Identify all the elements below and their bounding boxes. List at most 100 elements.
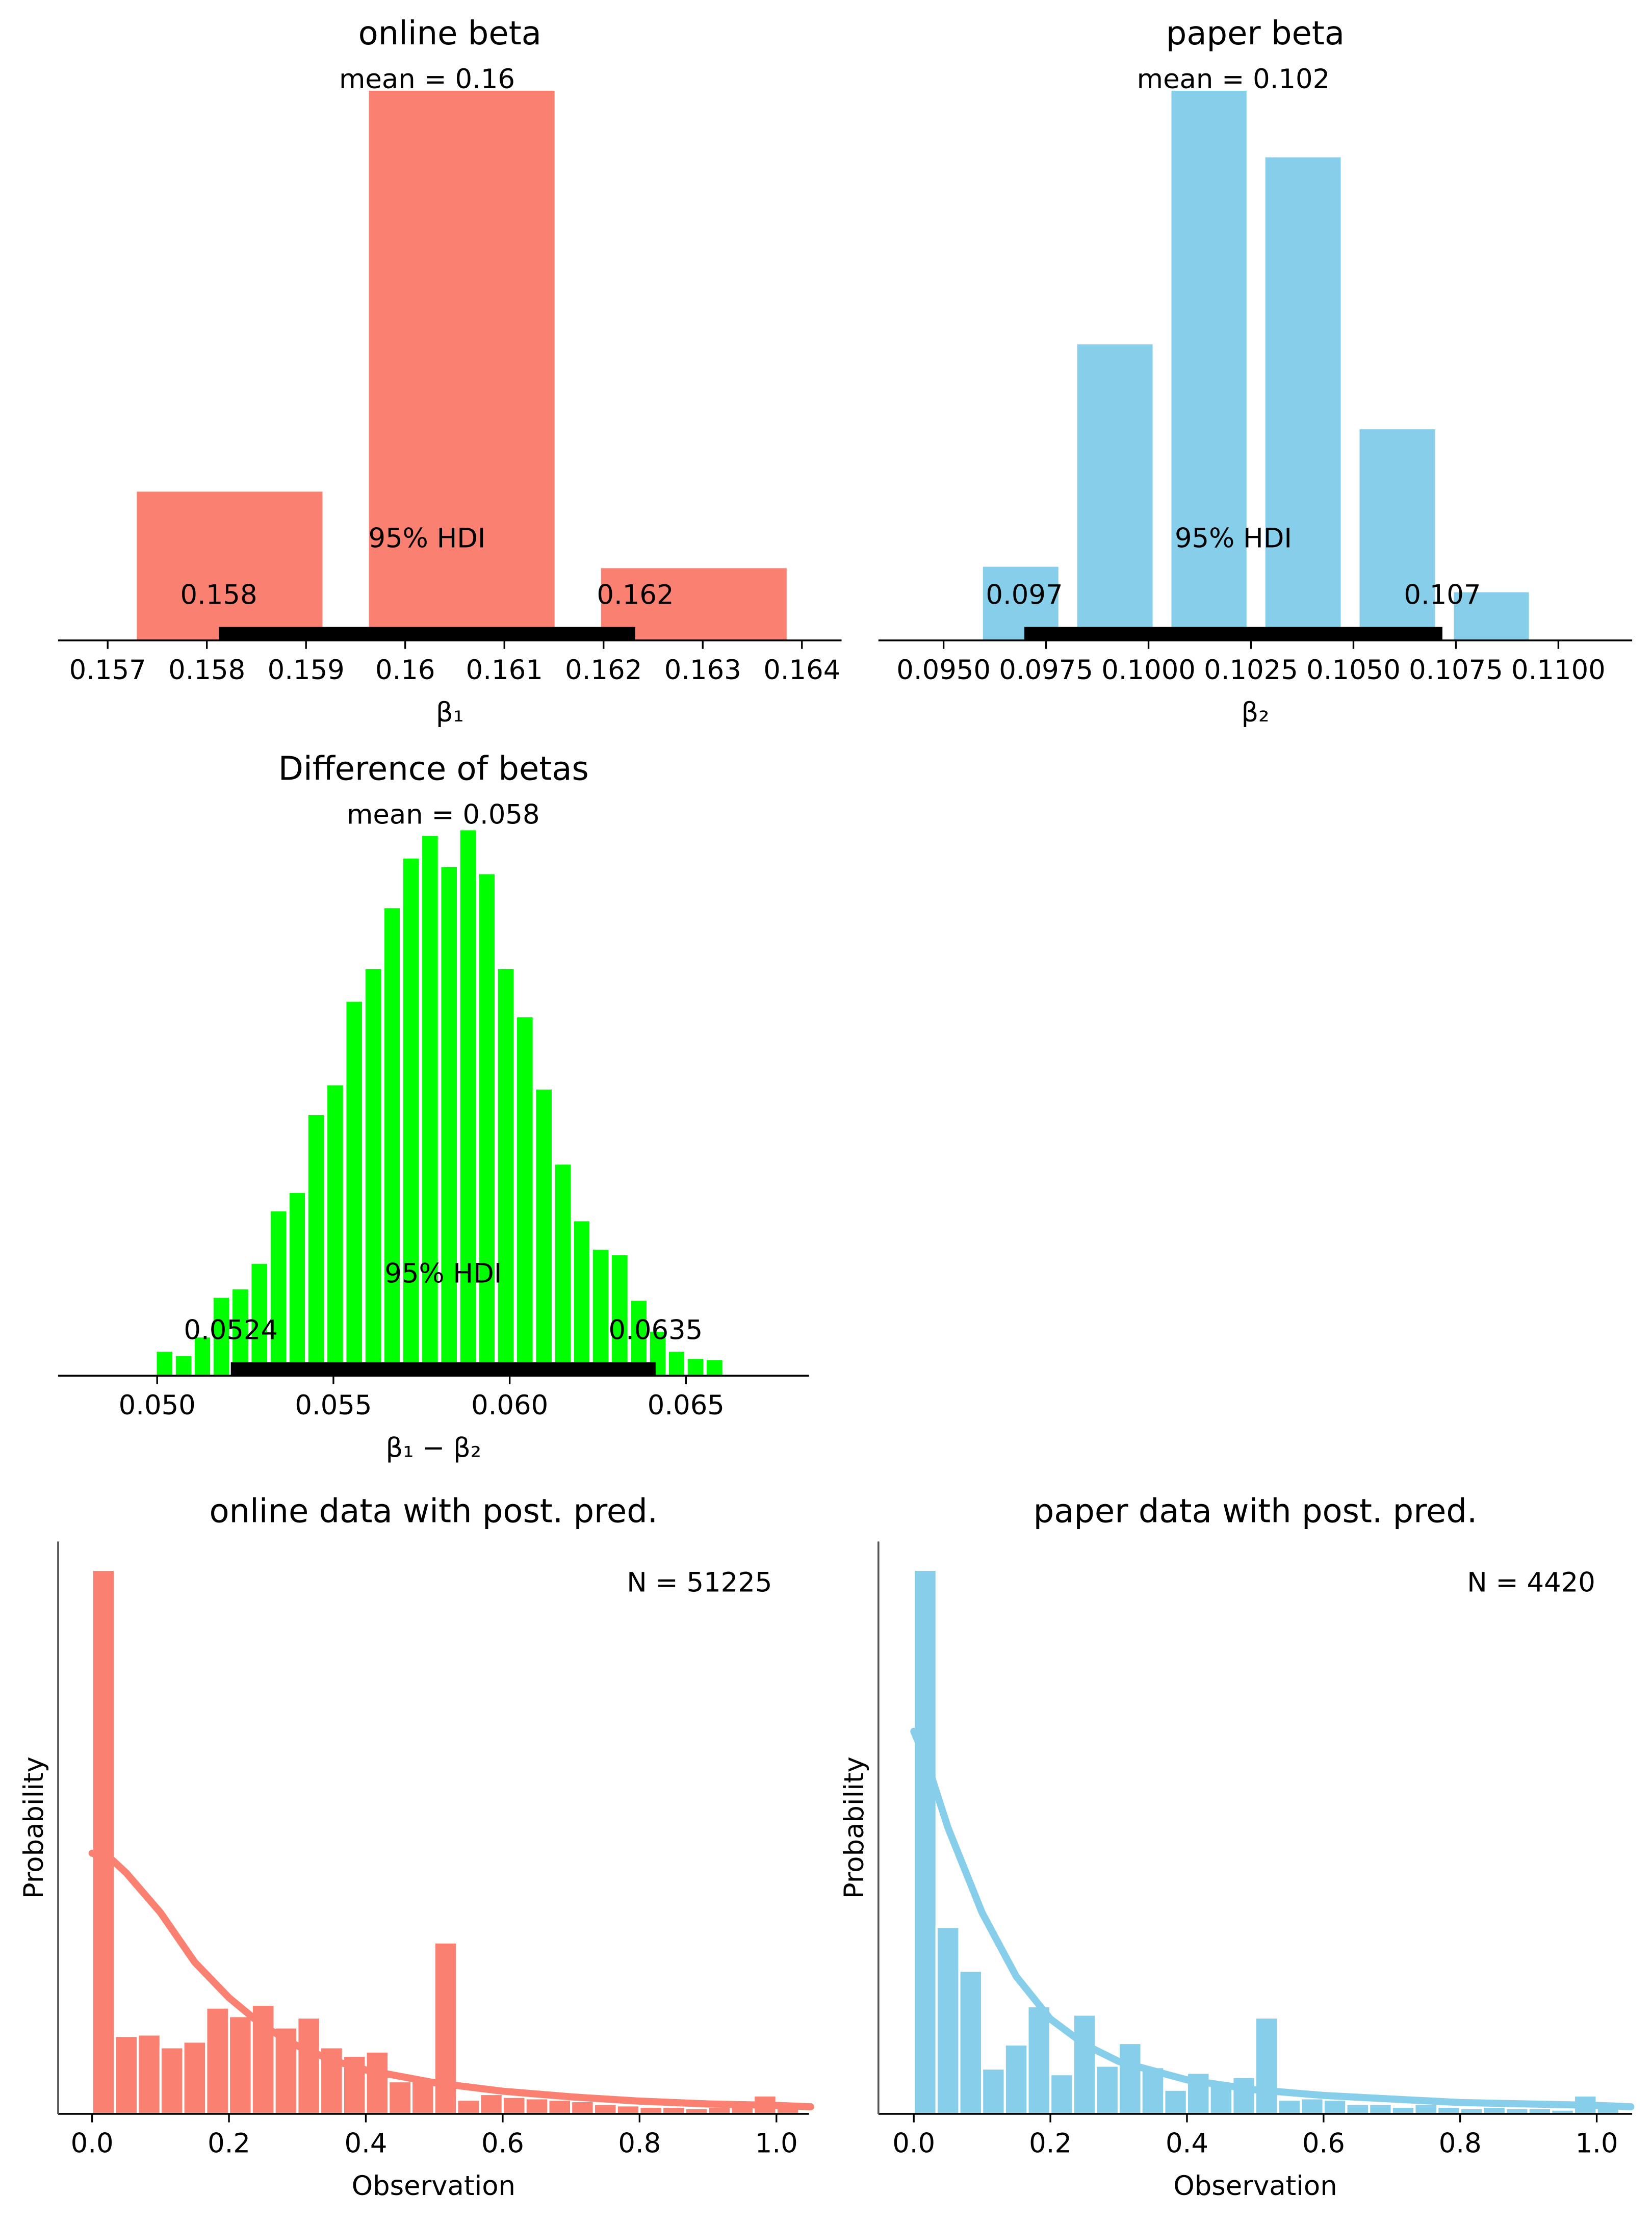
bar	[410, 2080, 435, 2115]
y-axis-label: Probability	[839, 1756, 870, 1899]
bar	[1254, 2016, 1279, 2115]
bar	[517, 1017, 533, 1376]
hdi-bound-label: 0.097	[986, 580, 1063, 611]
bar	[479, 874, 495, 1376]
x-tick-label: 0.0975	[999, 655, 1093, 686]
panel-title: online data with post. pred.	[209, 1492, 658, 1530]
bar	[290, 1193, 305, 1376]
x-tick-label: 1.0	[755, 2128, 798, 2159]
bar	[1436, 2105, 1461, 2115]
x-axis-label: β₁ − β₂	[386, 1432, 481, 1463]
bar	[574, 1221, 590, 1376]
bar	[498, 969, 514, 1376]
bar	[1277, 2099, 1302, 2115]
post-pred-curve	[88, 1849, 814, 2111]
x-tick-label: 1.0	[1576, 2128, 1618, 2159]
x-tick-label: 0.157	[69, 655, 146, 686]
hdi-bound-label: 0.158	[180, 580, 257, 611]
hdi-bound-label: 0.107	[1404, 580, 1481, 611]
x-axis-label: β₁	[436, 697, 464, 728]
bar	[1359, 429, 1435, 641]
x-tick-label: 0.162	[565, 655, 642, 686]
bar	[1345, 2103, 1371, 2115]
bar	[346, 1001, 363, 1376]
bar	[1072, 2013, 1097, 2115]
bar	[1368, 2103, 1393, 2115]
bar	[555, 1165, 571, 1376]
x-tick-label: 0.060	[471, 1390, 548, 1421]
x-tick-label: 0.0950	[896, 655, 991, 686]
bar	[1163, 2088, 1189, 2115]
panel-title: paper beta	[1166, 15, 1345, 53]
bar	[296, 2016, 322, 2115]
x-tick-label: 0.050	[119, 1390, 196, 1421]
bar	[422, 836, 438, 1376]
bar	[1322, 2099, 1348, 2115]
x-tick-label: 0.6	[481, 2128, 524, 2159]
bar	[1026, 2005, 1052, 2115]
bar	[233, 1289, 248, 1376]
bar	[536, 1089, 552, 1376]
x-tick-label: 0.6	[1302, 2128, 1345, 2159]
x-tick-label: 0.2	[208, 2128, 250, 2159]
bar	[388, 2080, 413, 2115]
bar	[524, 2097, 550, 2115]
bar	[159, 2046, 185, 2115]
bar	[661, 2105, 686, 2115]
bar	[456, 2099, 481, 2115]
panel-title: paper data with post. pred.	[1034, 1492, 1478, 1530]
bar	[327, 1085, 343, 1376]
bar	[137, 492, 323, 641]
x-tick-label: 0.161	[466, 655, 543, 686]
bar	[479, 2092, 504, 2115]
bar	[1117, 2041, 1143, 2115]
bar	[547, 2099, 573, 2115]
x-tick-label: 0.1025	[1204, 655, 1298, 686]
bar	[251, 1263, 268, 1376]
bar	[365, 969, 381, 1376]
bar	[615, 2104, 641, 2115]
bar	[1390, 2105, 1416, 2115]
x-tick-label: 0.8	[1439, 2128, 1482, 2159]
bar	[1171, 90, 1247, 641]
bar	[1413, 2103, 1439, 2115]
hdi-title: 95% HDI	[1175, 523, 1292, 554]
x-tick-label: 0.0	[71, 2128, 114, 2159]
hdi-title: 95% HDI	[369, 523, 486, 554]
x-tick-label: 0.0	[892, 2128, 935, 2159]
bar	[403, 858, 419, 1376]
panel-title: Difference of betas	[278, 750, 589, 788]
bar	[1454, 592, 1529, 641]
bar	[1077, 344, 1153, 641]
mean-label: mean = 0.058	[347, 799, 540, 830]
y-axis-label: Probability	[18, 1756, 49, 1899]
bar	[958, 1970, 984, 2115]
bar	[913, 1568, 938, 2115]
sample-size: N = 51225	[627, 1567, 772, 1598]
bar	[91, 1568, 116, 2115]
x-tick-label: 0.158	[168, 655, 245, 686]
bar	[227, 2015, 253, 2115]
bar	[157, 1351, 173, 1376]
x-tick-label: 0.2	[1029, 2128, 1072, 2159]
bar	[182, 2040, 208, 2115]
hdi-bound-label: 0.0635	[609, 1315, 703, 1346]
bar	[270, 1211, 287, 1376]
bar	[687, 1358, 704, 1376]
x-tick-label: 0.159	[268, 655, 345, 686]
mean-label: mean = 0.102	[1137, 64, 1330, 95]
bar	[365, 2050, 390, 2115]
panel-title: online beta	[358, 15, 541, 53]
bar	[384, 908, 400, 1376]
x-tick-label: 0.16	[375, 655, 435, 686]
bar	[369, 90, 555, 641]
bar	[1265, 157, 1341, 641]
x-axis-label: β₂	[1242, 697, 1270, 728]
bar	[308, 1115, 324, 1376]
bar	[195, 1337, 211, 1376]
hdi-bound-label: 0.162	[597, 580, 674, 611]
x-tick-label: 0.1050	[1306, 655, 1401, 686]
bar	[638, 2105, 664, 2115]
bar	[1482, 2105, 1507, 2115]
